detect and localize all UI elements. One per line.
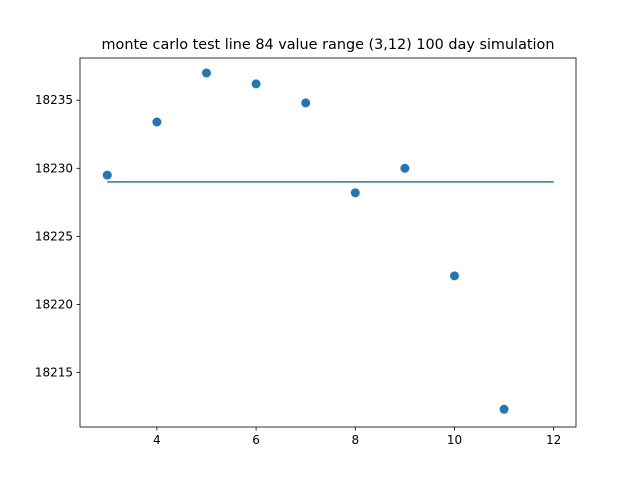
scatter-point-7 [449, 271, 459, 281]
scatter-point-0 [102, 170, 112, 180]
y-tick-label: 18230 [35, 161, 73, 175]
x-tick-label: 10 [447, 433, 462, 447]
x-tick-label: 4 [153, 433, 161, 447]
scatter-point-3 [251, 79, 261, 89]
series-layer [102, 68, 554, 414]
scatter-point-1 [152, 117, 162, 127]
x-axis: 4 6 8 10 12 [153, 427, 561, 447]
chart-title: monte carlo test line 84 value range (3,… [102, 37, 555, 53]
scatter-point-4 [301, 98, 311, 108]
y-tick-label: 18215 [35, 366, 73, 380]
y-tick-label: 18220 [35, 297, 73, 311]
scatter-point-2 [201, 68, 211, 78]
y-tick-label: 18225 [35, 229, 73, 243]
x-tick-label: 12 [546, 433, 561, 447]
plot-frame [79, 57, 577, 428]
x-tick-label: 6 [252, 433, 260, 447]
scatter-point-6 [400, 163, 410, 173]
scatter-point-5 [350, 188, 360, 198]
y-tick-label: 18235 [35, 93, 73, 107]
x-tick-label: 8 [351, 433, 359, 447]
y-axis: 18215 18220 18225 18230 18235 [35, 93, 80, 380]
scatter-point-8 [499, 404, 509, 414]
